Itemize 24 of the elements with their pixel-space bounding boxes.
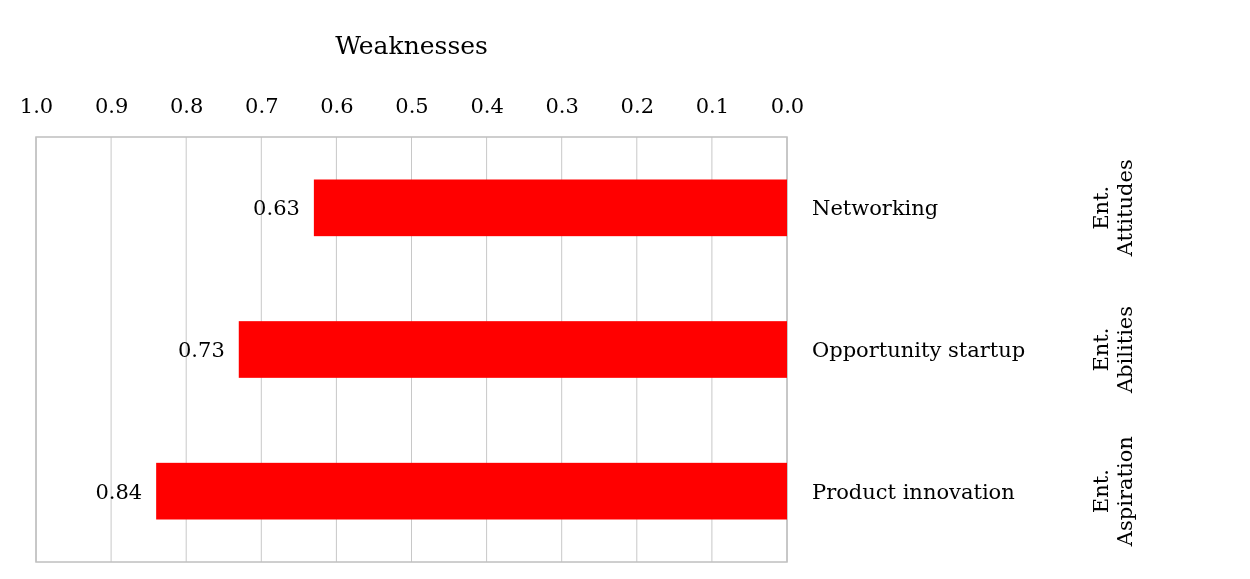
x-tick-label: 0.9: [94, 94, 129, 118]
x-tick-label: 0.4: [470, 94, 504, 118]
x-tick-label: 0.3: [545, 94, 579, 118]
data-label: 0.73: [178, 337, 225, 362]
x-tick-label: 0.1: [695, 94, 730, 118]
text: Ent. Attitudes: [1089, 159, 1138, 258]
x-tick-label: 1.0: [19, 94, 54, 118]
text: Ent. Aspiration: [1089, 436, 1138, 548]
data-label: 0.63: [253, 196, 300, 221]
x-tick-label: 0.2: [620, 94, 654, 118]
x-tick-label: 0.7: [245, 94, 279, 118]
text: Ent. Abilities: [1089, 305, 1138, 395]
bar: [313, 179, 787, 237]
y-tick-label: Networking: [812, 196, 939, 221]
x-tick-label: 0.5: [395, 94, 429, 118]
data-label: 0.84: [95, 479, 143, 504]
bar: [156, 462, 787, 520]
x-tick-label: 0.8: [170, 94, 204, 118]
chart-title: Weaknesses: [335, 31, 488, 60]
x-tick-label: 0.6: [320, 94, 354, 118]
bar: [238, 321, 787, 378]
y-tick-label: Opportunity startup: [812, 337, 1026, 362]
y-tick-label: Product innovation: [812, 479, 1015, 504]
x-tick-label: 0.0: [770, 94, 805, 118]
